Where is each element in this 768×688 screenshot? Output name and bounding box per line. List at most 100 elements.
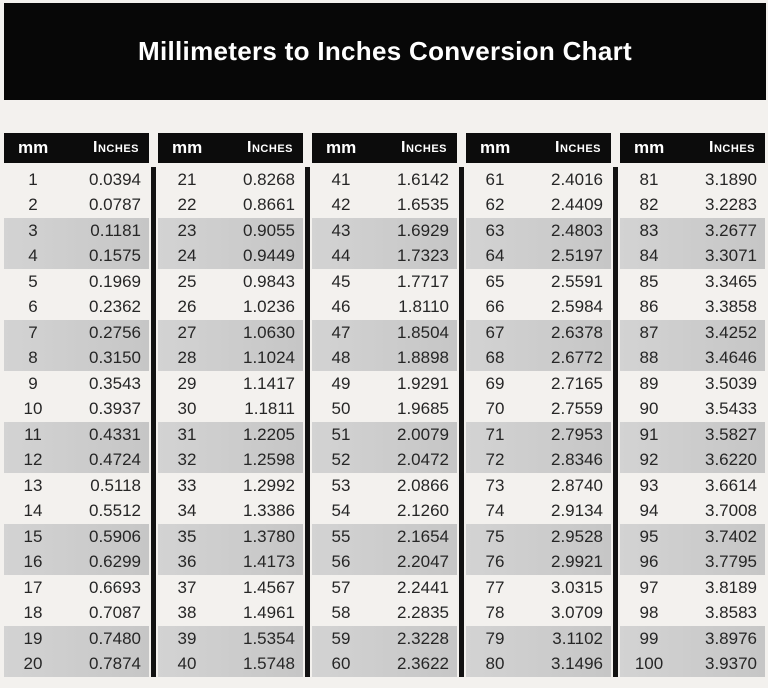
mm-value: 74 — [485, 501, 505, 521]
inches-value: 1.1811 — [244, 399, 295, 419]
table-row: 36 1.4173 — [158, 549, 303, 575]
mm-value: 68 — [485, 348, 505, 368]
inches-column-header: Inches — [709, 139, 755, 156]
table-row: 89 3.5039 — [620, 371, 765, 397]
inches-column-header: Inches — [555, 139, 601, 156]
table-row: 47 1.8504 — [312, 320, 457, 346]
inches-value: 2.2047 — [397, 552, 449, 572]
table-rows: 81 3.1890 82 3.2283 83 3.2677 84 3.3071 … — [620, 167, 765, 677]
inches-value: 3.0709 — [551, 603, 603, 623]
mm-value: 7 — [28, 322, 38, 342]
inches-value: 1.5354 — [243, 628, 295, 648]
mm-value: 3 — [28, 220, 38, 240]
table-header: mm Inches — [466, 133, 611, 163]
mm-value: 90 — [639, 399, 659, 419]
inches-value: 1.9291 — [397, 373, 449, 393]
table-row: 45 1.7717 — [312, 269, 457, 295]
mm-value: 33 — [177, 475, 197, 495]
mm-value: 36 — [177, 552, 197, 572]
inches-value: 3.7008 — [705, 501, 757, 521]
inches-value: 1.4173 — [243, 552, 295, 572]
inches-value: 0.9843 — [243, 271, 295, 291]
mm-value: 57 — [331, 577, 351, 597]
table-row: 82 3.2283 — [620, 193, 765, 219]
table-row: 55 2.1654 — [312, 524, 457, 550]
mm-value: 10 — [23, 399, 43, 419]
table-row: 68 2.6772 — [466, 345, 611, 371]
table-row: 23 0.9055 — [158, 218, 303, 244]
table-row: 83 3.2677 — [620, 218, 765, 244]
mm-value: 85 — [639, 271, 659, 291]
inches-value: 2.9134 — [551, 501, 603, 521]
mm-value: 35 — [177, 526, 197, 546]
mm-value: 19 — [23, 628, 43, 648]
table-rows: 21 0.8268 22 0.8661 23 0.9055 24 0.9449 … — [158, 167, 303, 677]
inches-value: 1.8110 — [398, 297, 449, 317]
mm-value: 75 — [485, 526, 505, 546]
table-row: 4 0.1575 — [4, 243, 149, 269]
inches-value: 3.9370 — [705, 654, 757, 674]
inches-value: 0.7480 — [89, 628, 141, 648]
mm-value: 40 — [177, 654, 197, 674]
mm-value: 15 — [23, 526, 43, 546]
inches-value: 1.0236 — [243, 297, 295, 317]
mm-value: 31 — [177, 424, 197, 444]
inches-value: 2.1654 — [397, 526, 449, 546]
table-row: 59 2.3228 — [312, 626, 457, 652]
mm-column-header: mm — [172, 138, 203, 157]
table-row: 88 3.4646 — [620, 345, 765, 371]
mm-value: 34 — [177, 501, 197, 521]
mm-value: 71 — [485, 424, 505, 444]
table-divider-line — [613, 167, 618, 677]
table-row: 77 3.0315 — [466, 575, 611, 601]
inches-value: 0.9449 — [243, 246, 295, 266]
mm-value: 95 — [639, 526, 659, 546]
inches-value: 3.5433 — [705, 399, 757, 419]
inches-value: 1.6929 — [397, 220, 449, 240]
table-row: 81 3.1890 — [620, 167, 765, 193]
inches-value: 1.3780 — [243, 526, 295, 546]
inches-value: 3.0315 — [551, 577, 603, 597]
conversion-tables: mm Inches 1 0.0394 2 0.0787 3 0.1181 4 0… — [0, 133, 768, 677]
inches-value: 1.2205 — [243, 424, 295, 444]
table-row: 76 2.9921 — [466, 549, 611, 575]
inches-value: 0.5118 — [90, 475, 141, 495]
inches-value: 1.7323 — [397, 246, 449, 266]
mm-value: 2 — [28, 195, 38, 215]
inches-value: 3.8976 — [705, 628, 757, 648]
table-row: 20 0.7874 — [4, 651, 149, 677]
table-row: 64 2.5197 — [466, 243, 611, 269]
mm-value: 24 — [177, 246, 197, 266]
mm-value: 25 — [177, 271, 197, 291]
inches-value: 0.0787 — [89, 195, 141, 215]
inches-value: 0.6693 — [89, 577, 141, 597]
table-row: 56 2.2047 — [312, 549, 457, 575]
mm-value: 11 — [24, 424, 42, 444]
table-row: 94 3.7008 — [620, 499, 765, 525]
inches-value: 2.4803 — [551, 220, 603, 240]
mm-value: 47 — [331, 322, 351, 342]
inches-value: 3.1102 — [552, 628, 603, 648]
inches-value: 2.5591 — [551, 271, 603, 291]
inches-value: 1.4567 — [243, 577, 295, 597]
inches-value: 2.9528 — [551, 526, 603, 546]
mm-value: 41 — [331, 169, 351, 189]
mm-value: 27 — [177, 322, 197, 342]
mm-value: 83 — [639, 220, 659, 240]
inches-value: 3.4646 — [705, 348, 757, 368]
mm-value: 38 — [177, 603, 197, 623]
inches-value: 0.5512 — [89, 501, 141, 521]
table-row: 40 1.5748 — [158, 651, 303, 677]
table-row: 25 0.9843 — [158, 269, 303, 295]
table-row: 6 0.2362 — [4, 295, 149, 321]
table-row: 13 0.5118 — [4, 473, 149, 499]
table-row: 31 1.2205 — [158, 422, 303, 448]
mm-value: 61 — [485, 169, 505, 189]
table-row: 37 1.4567 — [158, 575, 303, 601]
table-row: 98 3.8583 — [620, 601, 765, 627]
mm-value: 100 — [634, 654, 664, 674]
inches-value: 3.5827 — [705, 424, 757, 444]
table-rows: 1 0.0394 2 0.0787 3 0.1181 4 0.1575 5 0.… — [4, 167, 149, 677]
mm-value: 42 — [331, 195, 351, 215]
inches-value: 1.6535 — [397, 195, 449, 215]
